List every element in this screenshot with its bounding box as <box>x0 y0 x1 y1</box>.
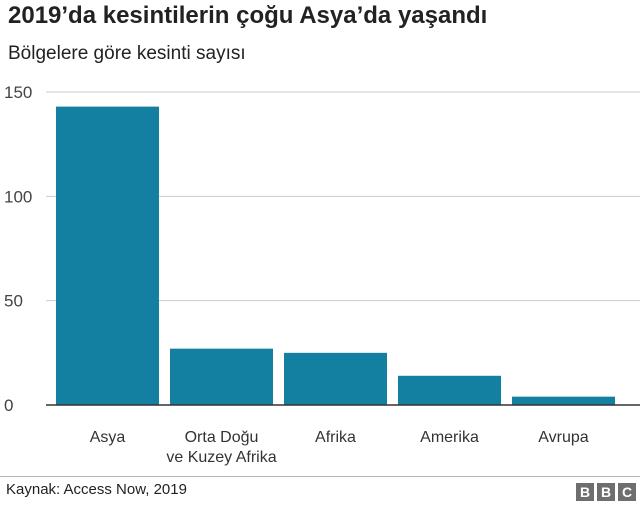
bar <box>170 348 273 405</box>
x-tick-label: Amerika <box>420 429 479 446</box>
bbc-logo-letter: B <box>576 483 594 501</box>
bar <box>398 375 501 405</box>
bar <box>512 396 615 405</box>
y-tick-label: 50 <box>4 292 23 311</box>
bbc-logo-letter: B <box>597 483 615 501</box>
bar <box>284 352 387 405</box>
y-tick-label: 0 <box>4 396 13 415</box>
bar-chart: 0 50 100 150 Asya Orta Doğu ve Kuzey Afrika Afr… <box>4 83 640 466</box>
bar <box>56 106 159 406</box>
footer-divider <box>0 476 640 477</box>
chart-title: 2019’da kesintilerin çoğu Asya’da yaşand… <box>8 2 488 29</box>
x-tick-label: Afrika <box>315 429 356 446</box>
x-tick-label: Orta Doğu <box>185 429 259 446</box>
bbc-logo-letter: C <box>618 483 636 501</box>
source-note: Kaynak: Access Now, 2019 <box>6 481 187 498</box>
x-tick-label: ve Kuzey Afrika <box>166 449 276 466</box>
x-tick-label: Avrupa <box>538 429 589 446</box>
y-tick-label: 150 <box>4 83 32 102</box>
y-tick-label: 100 <box>4 187 32 206</box>
chart-subtitle: Bölgelere göre kesinti sayısı <box>8 43 246 64</box>
x-tick-label: Asya <box>90 429 126 446</box>
bbc-logo: B B C <box>576 483 636 501</box>
